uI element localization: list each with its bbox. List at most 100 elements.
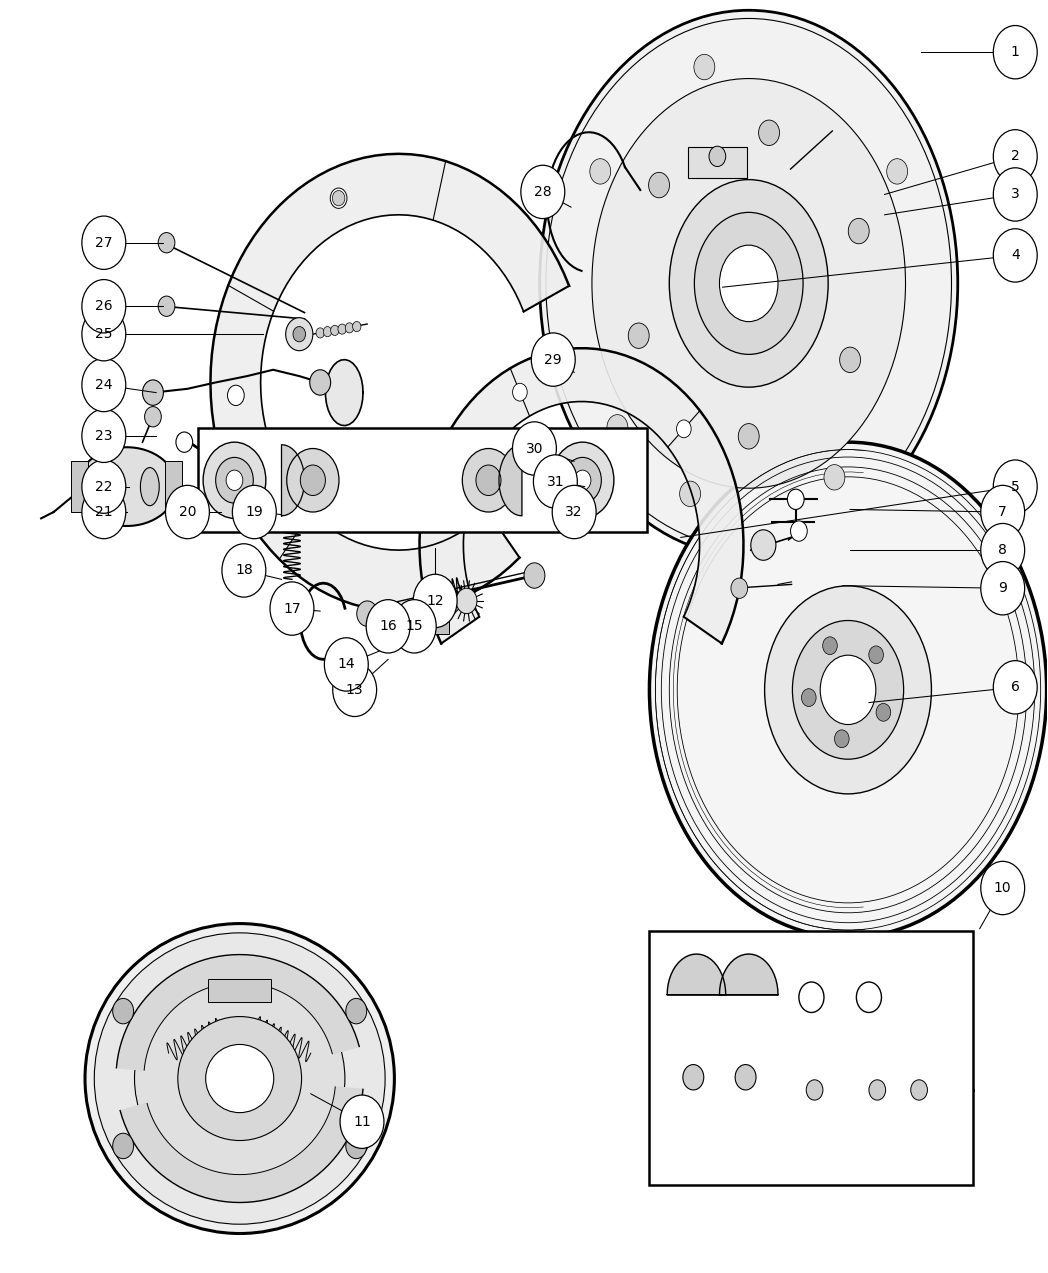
Bar: [198, 428, 648, 532]
Ellipse shape: [821, 656, 876, 724]
Circle shape: [694, 55, 715, 80]
Circle shape: [82, 358, 126, 411]
Text: 7: 7: [999, 505, 1007, 519]
Text: 31: 31: [547, 475, 564, 489]
Circle shape: [649, 172, 670, 197]
Circle shape: [981, 862, 1025, 915]
Circle shape: [310, 369, 330, 395]
Bar: [414, 606, 433, 639]
Circle shape: [176, 432, 193, 452]
Ellipse shape: [670, 179, 828, 387]
Circle shape: [226, 470, 243, 490]
Polygon shape: [720, 953, 778, 994]
Circle shape: [345, 323, 353, 334]
Ellipse shape: [94, 933, 385, 1225]
Circle shape: [476, 465, 501, 495]
Circle shape: [869, 645, 883, 663]
Text: 21: 21: [95, 505, 112, 519]
Bar: [209, 979, 271, 1002]
Circle shape: [834, 729, 849, 747]
Text: 10: 10: [994, 881, 1011, 895]
Circle shape: [790, 521, 807, 541]
Text: 19: 19: [245, 505, 263, 519]
Circle shape: [750, 530, 776, 560]
Circle shape: [994, 661, 1038, 714]
Circle shape: [216, 457, 254, 503]
Circle shape: [709, 146, 725, 167]
Circle shape: [301, 465, 326, 495]
Bar: [650, 931, 974, 1185]
Circle shape: [337, 325, 346, 335]
Text: 23: 23: [95, 429, 112, 443]
Circle shape: [145, 406, 161, 426]
Text: 14: 14: [337, 657, 355, 671]
Text: 20: 20: [179, 505, 196, 519]
Circle shape: [82, 460, 126, 513]
Bar: [71, 461, 88, 512]
Ellipse shape: [85, 924, 394, 1234]
Circle shape: [82, 280, 126, 334]
Ellipse shape: [78, 447, 176, 526]
Ellipse shape: [94, 467, 113, 505]
Circle shape: [332, 663, 376, 717]
Circle shape: [332, 191, 345, 206]
Circle shape: [994, 460, 1038, 513]
Polygon shape: [668, 953, 725, 994]
Circle shape: [823, 636, 837, 654]
Circle shape: [82, 216, 126, 270]
Text: 12: 12: [427, 594, 444, 608]
Polygon shape: [121, 1087, 363, 1203]
Circle shape: [531, 334, 575, 386]
Ellipse shape: [720, 246, 778, 322]
Circle shape: [166, 485, 210, 538]
Circle shape: [848, 219, 869, 243]
Text: 4: 4: [1011, 248, 1020, 262]
Text: 15: 15: [406, 620, 423, 634]
Circle shape: [994, 229, 1038, 283]
Circle shape: [911, 1080, 927, 1100]
Circle shape: [994, 130, 1038, 183]
Circle shape: [730, 578, 747, 598]
Circle shape: [366, 600, 410, 653]
Circle shape: [521, 165, 565, 219]
Text: 32: 32: [566, 505, 583, 519]
Circle shape: [787, 489, 804, 509]
Circle shape: [512, 383, 527, 401]
Circle shape: [316, 328, 325, 339]
Text: 9: 9: [999, 582, 1007, 596]
Circle shape: [856, 981, 881, 1012]
Text: 3: 3: [1011, 187, 1020, 201]
Text: 8: 8: [999, 544, 1007, 558]
Ellipse shape: [792, 620, 903, 759]
Ellipse shape: [592, 79, 905, 489]
Circle shape: [287, 448, 339, 512]
Circle shape: [356, 601, 377, 626]
Circle shape: [533, 454, 577, 508]
Bar: [377, 614, 396, 647]
Circle shape: [981, 561, 1025, 615]
Text: 13: 13: [346, 682, 364, 696]
Circle shape: [551, 442, 614, 518]
Text: 30: 30: [526, 442, 543, 456]
Circle shape: [413, 574, 457, 628]
Ellipse shape: [650, 442, 1047, 937]
Circle shape: [981, 485, 1025, 538]
Bar: [166, 461, 182, 512]
Circle shape: [590, 159, 611, 185]
Circle shape: [324, 327, 331, 337]
Circle shape: [293, 327, 306, 342]
Circle shape: [839, 348, 860, 373]
Text: 26: 26: [95, 299, 112, 313]
Polygon shape: [282, 444, 304, 516]
Circle shape: [524, 563, 545, 588]
Text: 11: 11: [353, 1115, 371, 1129]
Text: 28: 28: [534, 185, 551, 199]
Circle shape: [113, 1133, 133, 1158]
Circle shape: [233, 485, 277, 538]
Circle shape: [887, 159, 908, 185]
Circle shape: [512, 421, 556, 475]
Text: 6: 6: [1011, 680, 1020, 694]
Circle shape: [462, 448, 515, 512]
Ellipse shape: [695, 213, 803, 354]
Circle shape: [869, 1080, 886, 1100]
